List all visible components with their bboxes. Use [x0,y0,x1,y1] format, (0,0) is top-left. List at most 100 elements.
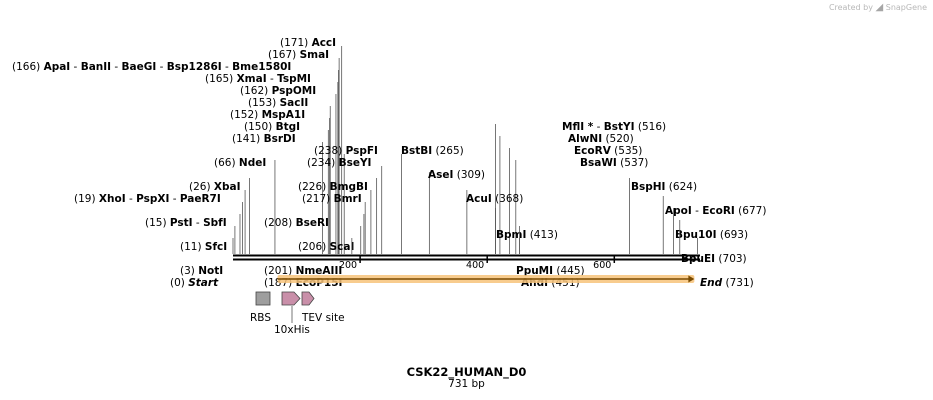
enzyme-name[interactable]: BsaWI [580,157,617,169]
enzyme-name[interactable]: SfcI [205,241,227,253]
feature-label-tev[interactable]: TEV site [301,312,345,324]
enzyme-name[interactable]: BspHI [631,181,665,193]
enzyme-name[interactable]: BstBI [401,145,432,157]
feature-label-rbs[interactable]: RBS [250,312,271,324]
enzyme-name[interactable]: SbfI [203,217,227,229]
site-label[interactable]: (66) NdeI [214,157,266,169]
enzyme-name[interactable]: BpuEI [681,253,715,265]
enzyme-name[interactable]: BmgBI [330,181,368,193]
site-label[interactable]: (201) NmeAIII [264,265,342,277]
site-label[interactable]: Bpu10I (693) [675,229,748,241]
enzyme-name[interactable]: BmrI [334,193,362,205]
site-label[interactable]: (234) BseYI [307,157,371,169]
enzyme-name[interactable]: ApaI [44,61,71,73]
enzyme-name[interactable]: EcoRV [574,145,612,157]
enzyme-name[interactable]: SacII [280,97,309,109]
enzyme-name[interactable]: Bsp1286I [167,61,222,73]
site-position: (3) [180,265,198,277]
site-label[interactable]: PpuMI (445) [516,265,585,277]
site-position: (265) [432,145,464,157]
enzyme-name[interactable]: ScaI [330,241,355,253]
site-label[interactable]: BstBI (265) [401,145,464,157]
enzyme-name[interactable]: Bpu10I [675,229,717,241]
site-label[interactable]: (152) MspA1I [230,109,305,121]
site-label[interactable]: (171) AccI [280,37,336,49]
enzyme-name[interactable]: BpmI [496,229,526,241]
site-position: (11) [180,241,205,253]
enzyme-name[interactable]: BanII [81,61,111,73]
enzyme-name[interactable]: NdeI [239,157,266,169]
site-label[interactable]: AlwNI (520) [568,133,634,145]
site-label[interactable]: AcuI (368) [466,193,523,205]
site-position: (703) [715,253,747,265]
feature-label-his[interactable]: 10xHis [274,324,310,336]
site-label[interactable]: BpmI (413) [496,229,558,241]
site-label[interactable]: (153) SacII [248,97,308,109]
enzyme-name[interactable]: XhoI [99,193,126,205]
site-label[interactable]: (0) Start [170,277,219,289]
enzyme-name[interactable]: SmaI [300,49,330,61]
site-label[interactable]: EcoRV (535) [574,145,642,157]
site-separator: - [692,205,702,217]
enzyme-name[interactable]: BsrDI [264,133,296,145]
enzyme-name[interactable]: Start [188,277,219,289]
site-label[interactable]: (226) BmgBI [298,181,368,193]
site-position: (693) [717,229,749,241]
enzyme-name[interactable]: BaeGI [122,61,157,73]
site-label[interactable]: End (731) [700,277,754,289]
enzyme-name[interactable]: TspMI [277,73,311,85]
site-label[interactable]: AseI (309) [428,169,485,181]
site-label[interactable]: (141) BsrDI [232,133,296,145]
enzyme-name[interactable]: XmaI [237,73,267,85]
site-label[interactable]: (217) BmrI [302,193,362,205]
site-label[interactable]: (165) XmaI - TspMI [205,73,311,85]
enzyme-name[interactable]: ApoI [665,205,692,217]
enzyme-name[interactable]: NmeAIII [296,265,343,277]
enzyme-name[interactable]: PspOMI [272,85,317,97]
enzyme-name[interactable]: XbaI [214,181,241,193]
site-label[interactable]: BsaWI (537) [580,157,648,169]
site-label[interactable]: (206) ScaI [298,241,354,253]
enzyme-name[interactable]: PpuMI [516,265,553,277]
site-label[interactable]: (11) SfcI [180,241,227,253]
enzyme-name[interactable]: Bme1580I [232,61,291,73]
enzyme-name[interactable]: BseYI [339,157,372,169]
enzyme-name[interactable]: AcuI [466,193,492,205]
site-label[interactable]: (26) XbaI [189,181,241,193]
enzyme-name[interactable]: AlwNI [568,133,602,145]
orf-arrow-icon[interactable] [688,275,695,283]
enzyme-name[interactable]: NotI [198,265,223,277]
enzyme-name[interactable]: PaeR7I [180,193,221,205]
enzyme-name[interactable]: EcoRI [702,205,735,217]
site-label[interactable]: (208) BseRI [264,217,329,229]
enzyme-name[interactable]: AseI [428,169,453,181]
site-label[interactable]: (166) ApaI - BanII - BaeGI - Bsp1286I - … [12,61,291,73]
site-separator: - [156,61,166,73]
his-tag-arrow-icon[interactable] [281,291,301,306]
site-separator: - [70,61,80,73]
site-label[interactable]: MflI * - BstYI (516) [562,121,666,133]
site-label[interactable]: ApoI - EcoRI (677) [665,205,766,217]
enzyme-name[interactable]: PspFI [346,145,378,157]
tev-site-arrow-icon[interactable] [301,291,315,306]
enzyme-name[interactable]: BseRI [296,217,329,229]
site-label[interactable]: (150) BtgI [244,121,300,133]
enzyme-name[interactable]: MflI * [562,121,594,133]
enzyme-name[interactable]: PspXI [136,193,169,205]
site-label[interactable]: BpuEI (703) [681,253,747,265]
site-label[interactable]: (162) PspOMI [240,85,316,97]
site-label[interactable]: (19) XhoI - PspXI - PaeR7I [74,193,221,205]
enzyme-name[interactable]: End [700,277,723,289]
site-label[interactable]: BspHI (624) [631,181,697,193]
enzyme-name[interactable]: MspA1I [262,109,306,121]
site-label[interactable]: (15) PstI - SbfI [145,217,227,229]
site-label[interactable]: (238) PspFI [314,145,378,157]
site-label[interactable]: (3) NotI [180,265,223,277]
enzyme-name[interactable]: PstI [170,217,193,229]
enzyme-name[interactable]: AccI [312,37,336,49]
site-position: (537) [617,157,649,169]
rbs-box-icon[interactable] [255,291,271,306]
enzyme-name[interactable]: BstYI [604,121,635,133]
enzyme-name[interactable]: BtgI [276,121,300,133]
site-label[interactable]: (167) SmaI [268,49,329,61]
